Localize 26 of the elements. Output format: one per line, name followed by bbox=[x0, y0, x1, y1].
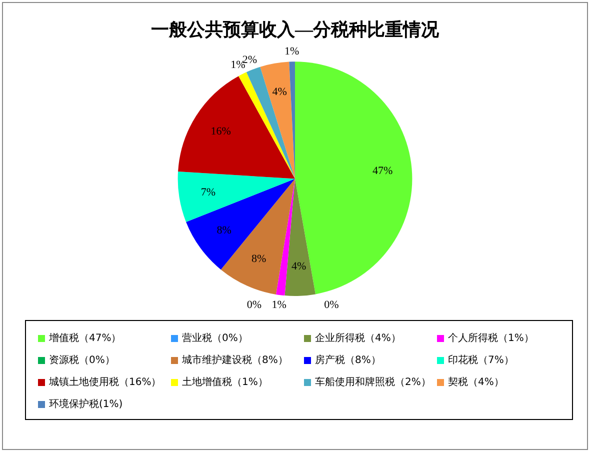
data-label: 4% bbox=[272, 86, 287, 98]
text: 0% bbox=[246, 299, 262, 312]
legend-label: 房产税（8%） bbox=[315, 354, 381, 367]
legend-label: 城镇土地使用税（16%） bbox=[49, 376, 162, 389]
legend-label: 土地增值税（1%） bbox=[182, 376, 268, 389]
data-label: 1% bbox=[272, 298, 286, 311]
legend-label: 营业税（0%） bbox=[182, 332, 248, 345]
data-label: 8% bbox=[251, 252, 266, 265]
data-label: 8% bbox=[216, 224, 232, 237]
legend-label: 环境保护税(1%) bbox=[49, 398, 123, 411]
legend-label: 个人所得税（1%） bbox=[448, 332, 534, 345]
data-label: 47% bbox=[372, 164, 393, 177]
data-label: 1% bbox=[230, 58, 246, 71]
data-label: 16% bbox=[210, 126, 231, 138]
text: 0% bbox=[324, 298, 339, 311]
data-label: 7% bbox=[200, 186, 216, 198]
legend-label: 资源税（0%） bbox=[49, 354, 115, 367]
legend-label: 增值税（47%） bbox=[49, 332, 122, 345]
legend-label: 城市维护建设税（8%） bbox=[182, 354, 288, 367]
legend-label: 车船使用和牌照税（2%） bbox=[315, 376, 431, 389]
data-label: 4% bbox=[292, 260, 306, 273]
legend-label: 企业所得税（4%） bbox=[315, 332, 401, 345]
legend-label: 契税（4%） bbox=[448, 376, 504, 389]
chart-title: 一般公共预算收入—分税种比重情况 bbox=[151, 19, 440, 40]
legend-label: 印花税（7%） bbox=[448, 354, 514, 367]
data-label: 1% bbox=[284, 46, 300, 58]
